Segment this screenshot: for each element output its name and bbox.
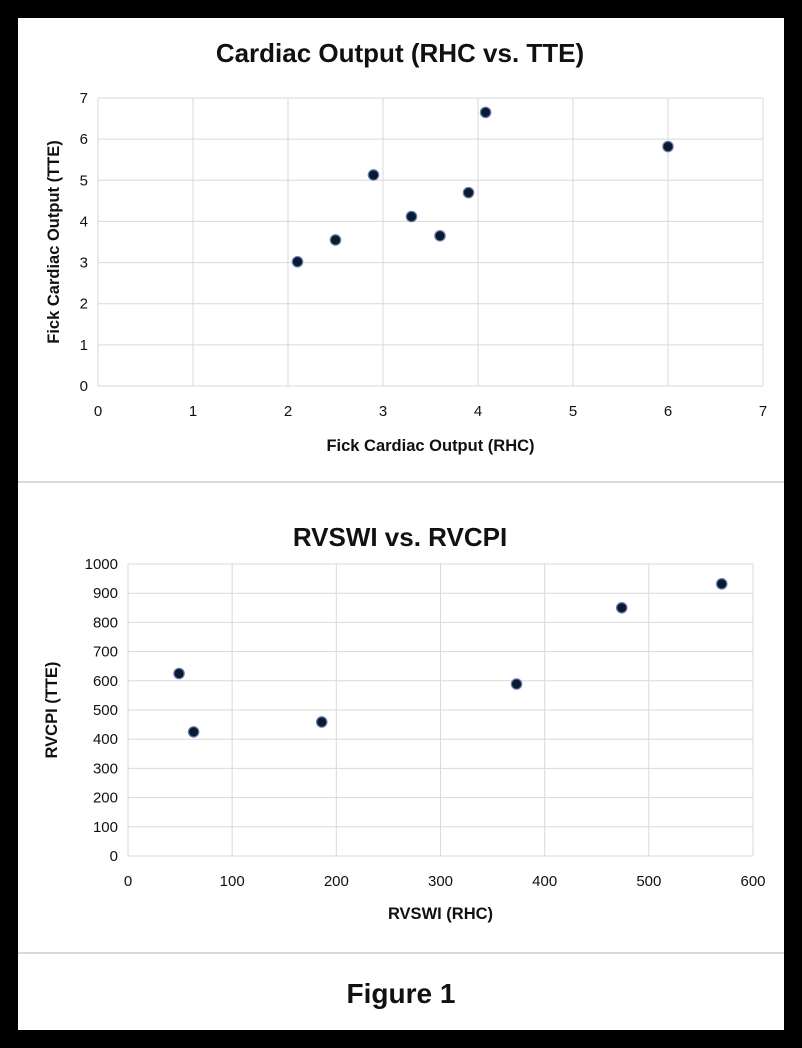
chart-title: RVSWI vs. RVCPI	[293, 522, 507, 552]
x-axis-label: Fick Cardiac Output (RHC)	[326, 437, 534, 455]
data-point	[405, 210, 418, 223]
y-axis-label: RVCPI (TTE)	[43, 662, 61, 759]
x-tick-label: 5	[569, 403, 577, 420]
data-point	[510, 678, 523, 690]
section-divider	[18, 952, 784, 954]
data-point	[315, 716, 328, 728]
y-tick-label: 5	[80, 172, 88, 189]
data-point	[329, 234, 342, 246]
y-tick-label: 0	[80, 378, 88, 395]
data-point	[434, 230, 446, 242]
y-tick-label: 6	[80, 131, 88, 148]
y-tick-label: 2	[80, 296, 88, 313]
section-divider	[18, 481, 784, 483]
y-tick-label: 200	[93, 790, 118, 807]
y-tick-label: 7	[80, 90, 88, 107]
x-tick-label: 600	[740, 873, 765, 890]
data-point	[479, 106, 492, 119]
y-tick-label: 500	[93, 702, 118, 719]
data-point	[187, 726, 200, 738]
x-tick-label: 1	[189, 403, 197, 420]
x-tick-label: 4	[474, 403, 482, 420]
figure-frame: Cardiac Output (RHC vs. TTE) 0 1 2 3 4 5 6 7 0 1 2 3…	[18, 18, 784, 1030]
y-tick-label: 1	[80, 337, 88, 354]
x-tick-label: 0	[94, 403, 102, 420]
y-axis-label: Fick Cardiac Output (TTE)	[45, 140, 63, 344]
y-tick-label: 0	[110, 848, 118, 865]
data-point	[662, 140, 674, 153]
y-tick-label: 100	[93, 819, 118, 836]
y-tick-label: 400	[93, 731, 118, 748]
x-tick-label: 200	[324, 873, 349, 890]
data-point	[173, 667, 185, 680]
chart-title: Cardiac Output (RHC vs. TTE)	[216, 38, 584, 68]
x-tick-label: 3	[379, 403, 387, 420]
data-point	[291, 255, 304, 268]
y-tick-label: 3	[80, 255, 88, 272]
figure-caption: Figure 1	[346, 978, 456, 1009]
data-point	[715, 578, 728, 590]
y-tick-label: 600	[93, 673, 118, 690]
x-tick-label: 100	[220, 873, 245, 890]
data-point	[615, 602, 628, 614]
chart-rvswi-vs-rvcpi: RVSWI vs. RVCPI 0 100 200 300 400 500 600 0 100 20…	[43, 522, 766, 923]
data-point	[462, 186, 475, 199]
x-tick-label: 400	[532, 873, 557, 890]
x-tick-label: 7	[759, 403, 767, 420]
x-tick-label: 2	[284, 403, 292, 420]
y-tick-label: 4	[80, 213, 88, 230]
y-tick-label: 800	[93, 614, 118, 631]
chart-cardiac-output: Cardiac Output (RHC vs. TTE) 0 1 2 3 4 5 6 7 0 1 2 3…	[45, 38, 767, 455]
y-tick-label: 900	[93, 585, 118, 602]
x-tick-label: 6	[664, 403, 672, 420]
y-tick-label: 1000	[85, 556, 118, 573]
x-tick-label: 0	[124, 873, 132, 890]
x-axis-label: RVSWI (RHC)	[388, 905, 493, 923]
x-tick-label: 300	[428, 873, 453, 890]
y-tick-label: 300	[93, 760, 118, 777]
y-tick-label: 700	[93, 644, 118, 661]
x-tick-label: 500	[636, 873, 661, 890]
data-point	[367, 169, 380, 181]
